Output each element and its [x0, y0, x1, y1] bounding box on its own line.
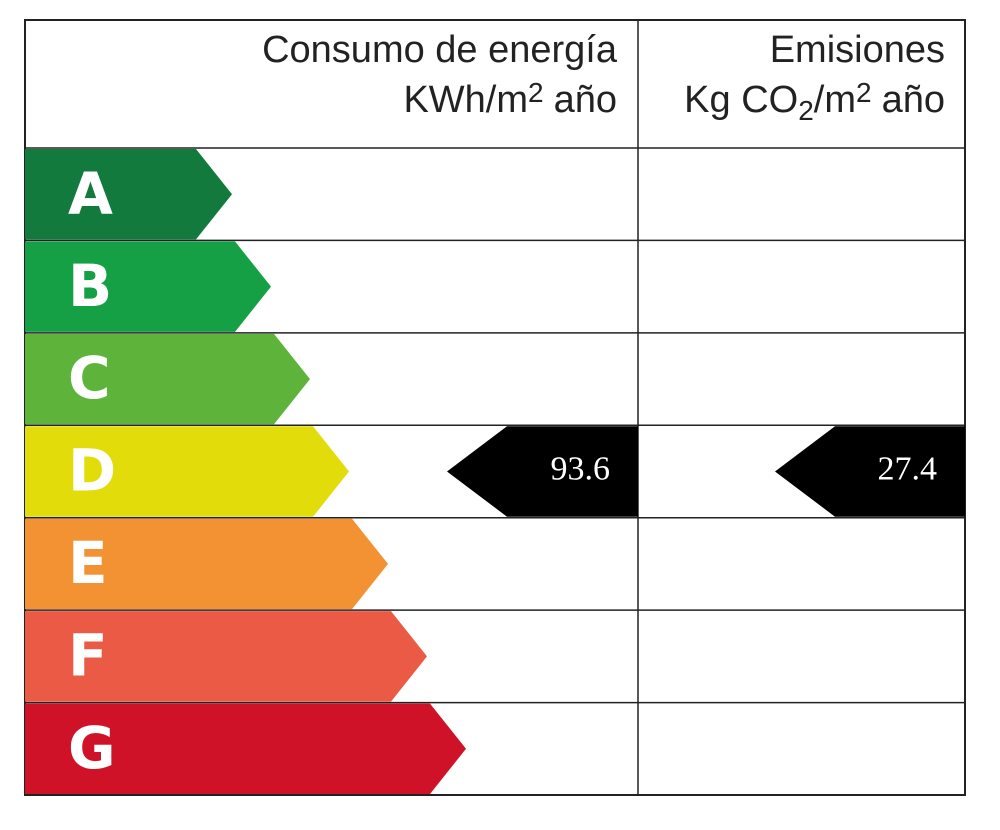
grade-arrow — [25, 611, 427, 702]
unit-part: año — [882, 79, 945, 121]
rating-value: 27.4 — [878, 450, 938, 487]
unit-sup: 2 — [528, 77, 544, 108]
grade-letter: G — [68, 714, 116, 782]
grade-arrow — [25, 426, 349, 517]
unit-part: Kg CO — [684, 79, 798, 121]
emissions-title: Emisiones — [770, 29, 945, 71]
grade-arrow — [25, 518, 388, 610]
grade-letter: D — [68, 437, 116, 505]
grade-letter: C — [68, 344, 111, 412]
energy-title: Consumo de energía — [262, 29, 618, 71]
energy-unit: KWh/m2 año — [403, 77, 617, 121]
grade-arrow — [25, 703, 466, 794]
grade-letter: F — [68, 621, 108, 689]
grade-arrow — [25, 333, 310, 425]
grade-letter: A — [68, 159, 113, 227]
unit-part: /m — [814, 79, 856, 121]
emissions-unit: Kg CO2/m2 año — [684, 77, 945, 126]
rating-value: 93.6 — [551, 450, 611, 487]
grade-letter: B — [68, 252, 112, 320]
rating-arrow — [447, 426, 638, 517]
rating-arrow — [775, 426, 965, 517]
grade-arrow — [25, 241, 271, 332]
grade-letter: E — [68, 529, 108, 597]
unit-part: KWh/m — [403, 79, 528, 121]
unit-sup: 2 — [856, 77, 872, 108]
unit-part: año — [554, 79, 617, 121]
unit-sub: 2 — [798, 95, 814, 126]
grade-arrow — [25, 149, 232, 240]
